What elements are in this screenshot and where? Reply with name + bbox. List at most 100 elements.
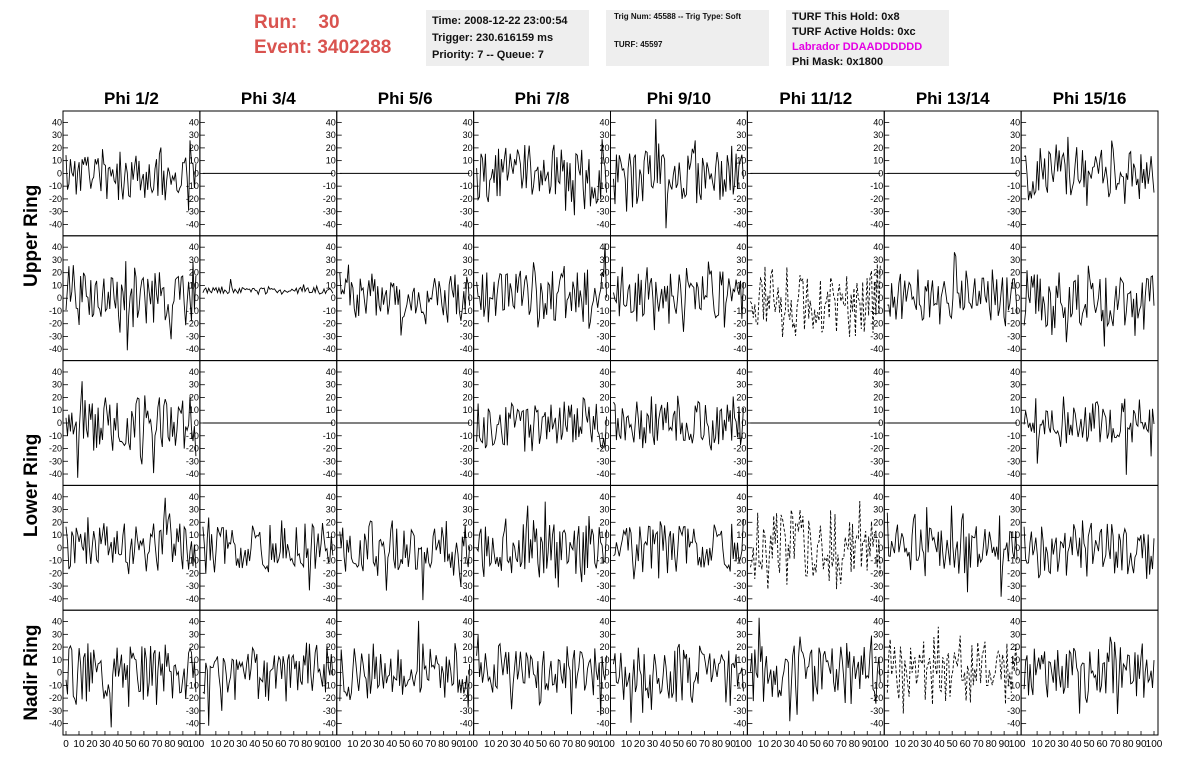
x-tick-label: 100 — [1009, 739, 1026, 750]
panel-frame — [610, 360, 748, 486]
y-tick-label: 0 — [57, 293, 62, 303]
y-tick-label: -40 — [1007, 219, 1020, 229]
y-tick-label: 40 — [52, 617, 62, 627]
y-tick-label: 30 — [873, 505, 883, 515]
y-tick-label: 0 — [468, 543, 473, 553]
y-tick-label: 10 — [736, 655, 746, 665]
y-tick-label: 30 — [463, 380, 473, 390]
y-tick-label: 30 — [463, 505, 473, 515]
x-tick-label: 10 — [484, 739, 496, 750]
y-tick-label: 0 — [1015, 668, 1020, 678]
y-tick-label: 10 — [189, 530, 199, 540]
y-tick-label: -20 — [1007, 693, 1020, 703]
phi-mask-text: Phi Mask: 0x1800 — [792, 56, 884, 68]
y-tick-label: -40 — [870, 344, 883, 354]
x-tick-label: 10 — [210, 739, 222, 750]
y-tick-label: 0 — [468, 168, 473, 178]
y-tick-label: 0 — [1015, 418, 1020, 428]
x-tick-label: 20 — [908, 739, 920, 750]
x-tick-label: 100 — [188, 739, 205, 750]
y-tick-label: 30 — [1010, 380, 1020, 390]
y-tick-label: 40 — [189, 492, 199, 502]
y-tick-label: -20 — [186, 444, 199, 454]
y-tick-label: 0 — [468, 668, 473, 678]
y-tick-label: -20 — [323, 568, 336, 578]
column-header: Phi 7/8 — [515, 89, 570, 108]
y-tick-label: -20 — [323, 693, 336, 703]
y-tick-label: -40 — [186, 719, 199, 729]
y-tick-label: 20 — [189, 517, 199, 527]
y-tick-label: -40 — [323, 469, 336, 479]
y-tick-label: 30 — [463, 130, 473, 140]
event-label: Event: — [254, 37, 313, 58]
y-tick-label: -30 — [460, 331, 473, 341]
x-tick-label: 100 — [1146, 739, 1163, 750]
turf-text: TURF: 45597 — [614, 40, 663, 49]
y-tick-label: 40 — [873, 117, 883, 127]
x-tick-label: 50 — [1084, 739, 1096, 750]
y-tick-label: 20 — [52, 268, 62, 278]
y-tick-label: 40 — [873, 617, 883, 627]
waveform-trace — [339, 620, 471, 708]
x-tick-label: 20 — [497, 739, 509, 750]
x-tick-label: 100 — [872, 739, 889, 750]
y-tick-label: 30 — [1010, 629, 1020, 639]
waveform-trace — [65, 643, 197, 728]
y-tick-label: -40 — [186, 594, 199, 604]
y-tick-label: -10 — [870, 306, 883, 316]
y-tick-label: -20 — [733, 194, 746, 204]
x-tick-label: 90 — [1135, 739, 1147, 750]
y-tick-label: 10 — [599, 655, 609, 665]
y-tick-label: -40 — [460, 344, 473, 354]
x-tick-label: 30 — [1058, 739, 1070, 750]
y-tick-label: -20 — [596, 568, 609, 578]
y-tick-label: -30 — [596, 331, 609, 341]
x-tick-label: 80 — [575, 739, 587, 750]
y-tick-label: 0 — [741, 168, 746, 178]
y-tick-label: 10 — [873, 530, 883, 540]
y-tick-label: 40 — [463, 617, 473, 627]
y-tick-label: 30 — [463, 629, 473, 639]
y-tick-label: -10 — [596, 181, 609, 191]
waveform-trace — [886, 505, 1018, 597]
y-tick-label: 20 — [463, 143, 473, 153]
x-tick-label: 90 — [862, 739, 874, 750]
panel-frame — [473, 110, 611, 237]
time-text: Time: 2008-12-22 23:00:54 — [432, 15, 568, 27]
y-tick-label: -40 — [186, 344, 199, 354]
turf-active-holds-text: TURF Active Holds: 0xc — [792, 26, 916, 38]
waveform-trace — [65, 381, 197, 478]
row-group-label: Upper Ring — [21, 185, 42, 287]
y-tick-label: -20 — [186, 194, 199, 204]
x-tick-label: 20 — [771, 739, 783, 750]
y-tick-label: 10 — [1010, 655, 1020, 665]
y-tick-label: 0 — [878, 168, 883, 178]
x-tick-label: 40 — [797, 739, 809, 750]
y-tick-label: 40 — [189, 367, 199, 377]
event-value: 3402288 — [317, 37, 392, 58]
x-tick-label: 100 — [735, 739, 752, 750]
x-tick-label: 40 — [112, 739, 124, 750]
x-tick-label: 30 — [373, 739, 385, 750]
y-tick-label: 30 — [189, 629, 199, 639]
y-tick-label: -40 — [733, 719, 746, 729]
x-tick-label: 50 — [399, 739, 411, 750]
waveform-trace — [1023, 636, 1155, 715]
y-tick-label: 20 — [326, 392, 336, 402]
y-tick-label: 0 — [878, 668, 883, 678]
y-tick-label: 20 — [189, 392, 199, 402]
x-tick-label: 10 — [347, 739, 359, 750]
y-tick-label: 30 — [599, 255, 609, 265]
y-tick-label: 30 — [599, 505, 609, 515]
y-tick-label: 30 — [873, 255, 883, 265]
y-tick-label: 40 — [599, 117, 609, 127]
x-tick-label: 60 — [823, 739, 835, 750]
y-tick-label: 40 — [736, 117, 746, 127]
y-tick-label: 40 — [599, 367, 609, 377]
waveform-trace — [886, 626, 1018, 714]
x-tick-label: 40 — [249, 739, 261, 750]
y-tick-label: -30 — [323, 581, 336, 591]
x-tick-label: 30 — [921, 739, 933, 750]
x-tick-label: 50 — [536, 739, 548, 750]
y-tick-label: 0 — [878, 418, 883, 428]
